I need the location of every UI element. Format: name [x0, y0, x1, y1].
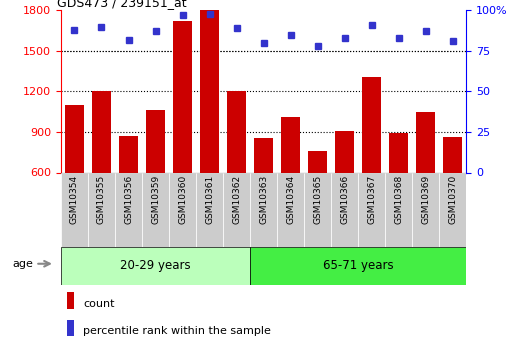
Bar	[304, 172, 331, 247]
Bar	[92, 91, 111, 254]
Bar	[65, 105, 84, 254]
Bar	[67, 319, 74, 336]
Bar	[61, 172, 88, 247]
Text: GSM10367: GSM10367	[367, 175, 376, 224]
Text: GSM10355: GSM10355	[97, 175, 106, 224]
Text: count: count	[83, 299, 115, 309]
Text: GSM10360: GSM10360	[178, 175, 187, 224]
Bar	[88, 172, 115, 247]
Bar	[308, 151, 327, 254]
Bar	[417, 112, 435, 254]
Bar	[173, 21, 192, 254]
Bar	[277, 172, 304, 247]
Bar	[223, 172, 250, 247]
Bar	[169, 172, 196, 247]
Bar	[227, 91, 246, 254]
Bar	[250, 247, 466, 285]
Text: GSM10356: GSM10356	[124, 175, 133, 224]
Text: 65-71 years: 65-71 years	[323, 259, 394, 272]
Text: GSM10354: GSM10354	[70, 175, 79, 224]
Bar	[390, 133, 408, 254]
Bar	[331, 172, 358, 247]
Bar	[412, 172, 439, 247]
Bar	[363, 77, 381, 254]
Bar	[385, 172, 412, 247]
Bar	[335, 131, 354, 254]
Bar	[142, 172, 169, 247]
Text: GSM10361: GSM10361	[205, 175, 214, 224]
Bar	[200, 10, 219, 254]
Bar	[250, 172, 277, 247]
Text: GSM10365: GSM10365	[313, 175, 322, 224]
Text: GSM10363: GSM10363	[259, 175, 268, 224]
Text: percentile rank within the sample: percentile rank within the sample	[83, 326, 271, 336]
Bar	[254, 138, 273, 254]
Bar	[281, 117, 300, 254]
Text: GDS473 / 239151_at: GDS473 / 239151_at	[57, 0, 187, 9]
Text: 20-29 years: 20-29 years	[120, 259, 191, 272]
Bar	[67, 293, 74, 309]
Bar	[61, 247, 250, 285]
Text: GSM10369: GSM10369	[421, 175, 430, 224]
Bar	[444, 137, 462, 254]
Bar	[358, 172, 385, 247]
Bar	[146, 110, 165, 254]
Bar	[439, 172, 466, 247]
Bar	[119, 136, 138, 254]
Text: age: age	[13, 259, 33, 269]
Bar	[115, 172, 142, 247]
Text: GSM10362: GSM10362	[232, 175, 241, 224]
Text: GSM10370: GSM10370	[448, 175, 457, 224]
Text: GSM10366: GSM10366	[340, 175, 349, 224]
Bar	[196, 172, 223, 247]
Text: GSM10364: GSM10364	[286, 175, 295, 224]
Text: GSM10359: GSM10359	[151, 175, 160, 224]
Text: GSM10368: GSM10368	[394, 175, 403, 224]
